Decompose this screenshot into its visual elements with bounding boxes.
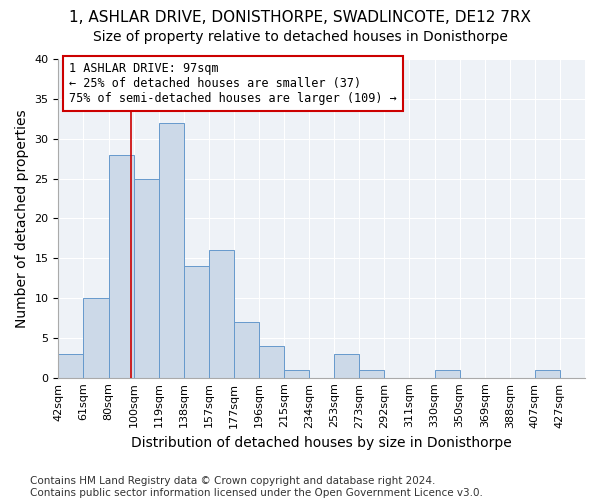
Text: Size of property relative to detached houses in Donisthorpe: Size of property relative to detached ho… [92,30,508,44]
Text: Contains HM Land Registry data © Crown copyright and database right 2024.
Contai: Contains HM Land Registry data © Crown c… [30,476,483,498]
Bar [83,298,109,378]
Bar [159,122,184,378]
Bar [109,154,134,378]
Bar [535,370,560,378]
Bar [234,322,259,378]
Y-axis label: Number of detached properties: Number of detached properties [15,109,29,328]
Text: 1 ASHLAR DRIVE: 97sqm
← 25% of detached houses are smaller (37)
75% of semi-deta: 1 ASHLAR DRIVE: 97sqm ← 25% of detached … [69,62,397,105]
Bar [259,346,284,378]
Bar [209,250,234,378]
Bar [284,370,309,378]
Bar [134,178,159,378]
X-axis label: Distribution of detached houses by size in Donisthorpe: Distribution of detached houses by size … [131,436,512,450]
Bar [58,354,83,378]
Bar [334,354,359,378]
Bar [184,266,209,378]
Bar [434,370,460,378]
Bar [359,370,385,378]
Text: 1, ASHLAR DRIVE, DONISTHORPE, SWADLINCOTE, DE12 7RX: 1, ASHLAR DRIVE, DONISTHORPE, SWADLINCOT… [69,10,531,25]
